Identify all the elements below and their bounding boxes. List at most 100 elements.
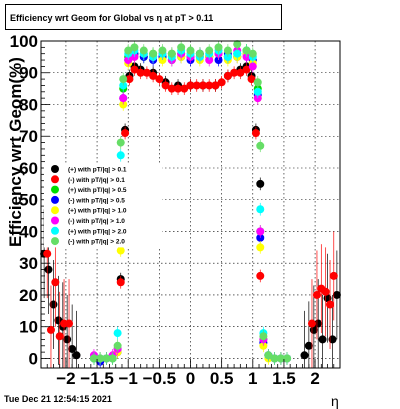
- legend-marker: [51, 185, 59, 194]
- data-point: [256, 205, 265, 214]
- data-point: [256, 243, 265, 252]
- data-point: [217, 78, 226, 87]
- legend-label: (+) with pT/|q| > 0.5: [68, 187, 127, 194]
- data-point: [186, 81, 195, 90]
- legend-marker: [51, 226, 59, 235]
- data-point: [155, 75, 164, 84]
- data-point: [195, 49, 204, 58]
- data-point: [55, 332, 64, 341]
- data-point: [300, 351, 309, 360]
- data-point: [65, 319, 74, 328]
- data-point: [248, 62, 257, 71]
- x-tick-label: 0: [186, 369, 195, 388]
- x-tick-label: −1.5: [80, 369, 114, 388]
- data-point: [167, 49, 176, 58]
- data-point: [312, 290, 321, 299]
- data-point: [72, 351, 81, 360]
- data-point: [307, 319, 316, 328]
- data-point: [242, 65, 251, 74]
- data-point: [259, 332, 268, 341]
- data-point: [125, 75, 134, 84]
- data-point: [328, 335, 337, 344]
- data-point: [223, 46, 232, 55]
- data-point: [102, 354, 111, 363]
- data-point: [142, 68, 151, 77]
- data-point: [186, 46, 195, 55]
- data-point: [167, 84, 176, 93]
- data-point: [116, 151, 125, 160]
- data-point: [314, 319, 323, 328]
- data-point: [89, 354, 98, 363]
- data-point: [121, 129, 130, 138]
- data-point: [332, 290, 341, 299]
- x-tick-label: 1.5: [272, 369, 296, 388]
- x-tick-label: 1: [248, 369, 257, 388]
- data-point: [253, 87, 262, 96]
- y-tick-label: 90: [19, 64, 38, 83]
- data-point: [43, 249, 52, 258]
- x-tick-label: −1: [119, 369, 138, 388]
- y-tick-label: 30: [19, 254, 38, 273]
- data-point: [283, 354, 292, 363]
- legend-label: (+) with pT/|q| > 2.0: [68, 228, 127, 235]
- x-tick-label: 0.5: [210, 369, 234, 388]
- data-point: [304, 341, 313, 350]
- legend-marker: [51, 206, 59, 215]
- legend-label: (-) with pT/|q| > 2.0: [68, 239, 125, 246]
- data-point: [256, 271, 265, 280]
- data-points: [40, 40, 341, 368]
- data-point: [116, 278, 125, 287]
- y-tick-label: 40: [19, 222, 38, 241]
- data-point: [136, 68, 145, 77]
- data-point: [236, 68, 245, 77]
- data-point: [223, 71, 232, 80]
- grid: [41, 40, 340, 368]
- x-axis-title: η: [331, 393, 339, 409]
- data-point: [108, 354, 117, 363]
- data-point: [119, 94, 128, 103]
- data-point: [205, 46, 214, 55]
- legend-label: (-) with pT/|q| > 1.0: [68, 218, 125, 225]
- y-tick-label: 80: [19, 95, 38, 114]
- data-point: [51, 278, 60, 287]
- chart-title: Efficiency wrt Geom for Global vs η at p…: [5, 4, 282, 30]
- data-point: [96, 354, 105, 363]
- y-tick-label: 10: [19, 318, 38, 337]
- data-point: [177, 43, 186, 52]
- data-point: [174, 84, 183, 93]
- legend-marker: [51, 165, 59, 173]
- y-tick-label: 50: [19, 191, 38, 210]
- y-tick-label: 100: [10, 32, 38, 51]
- data-point: [211, 81, 220, 90]
- y-tick-label: 0: [29, 349, 38, 368]
- data-point: [248, 49, 257, 58]
- x-tick-label: −0.5: [143, 369, 177, 388]
- data-point: [44, 265, 53, 274]
- data-point: [230, 68, 239, 77]
- y-axis-title: Efficiency wrt Geom(%): [6, 57, 25, 247]
- data-point: [276, 354, 285, 363]
- data-point: [247, 75, 256, 84]
- data-point: [116, 246, 125, 255]
- data-point: [253, 78, 262, 87]
- data-point: [130, 43, 139, 52]
- legend-marker: [51, 195, 59, 204]
- legend-label: (-) with pT/|q| > 0.1: [68, 177, 125, 184]
- data-point: [139, 46, 148, 55]
- data-point: [256, 179, 265, 188]
- data-point: [214, 43, 223, 52]
- legend-label: (-) with pT/|q| > 0.5: [68, 197, 125, 204]
- data-point: [180, 84, 189, 93]
- data-point: [233, 49, 242, 58]
- data-point: [318, 335, 327, 344]
- data-point: [264, 351, 273, 360]
- legend-label: (+) with pT/|q| > 1.0: [68, 208, 127, 215]
- data-point: [256, 141, 265, 150]
- data-point: [270, 354, 279, 363]
- data-point: [329, 271, 338, 280]
- data-point: [198, 81, 207, 90]
- legend-marker: [51, 237, 59, 246]
- y-tick-label: 20: [19, 286, 38, 305]
- legend-label: (+) with pT/|q| > 0.1: [68, 167, 127, 174]
- x-tick-label: 2: [310, 369, 319, 388]
